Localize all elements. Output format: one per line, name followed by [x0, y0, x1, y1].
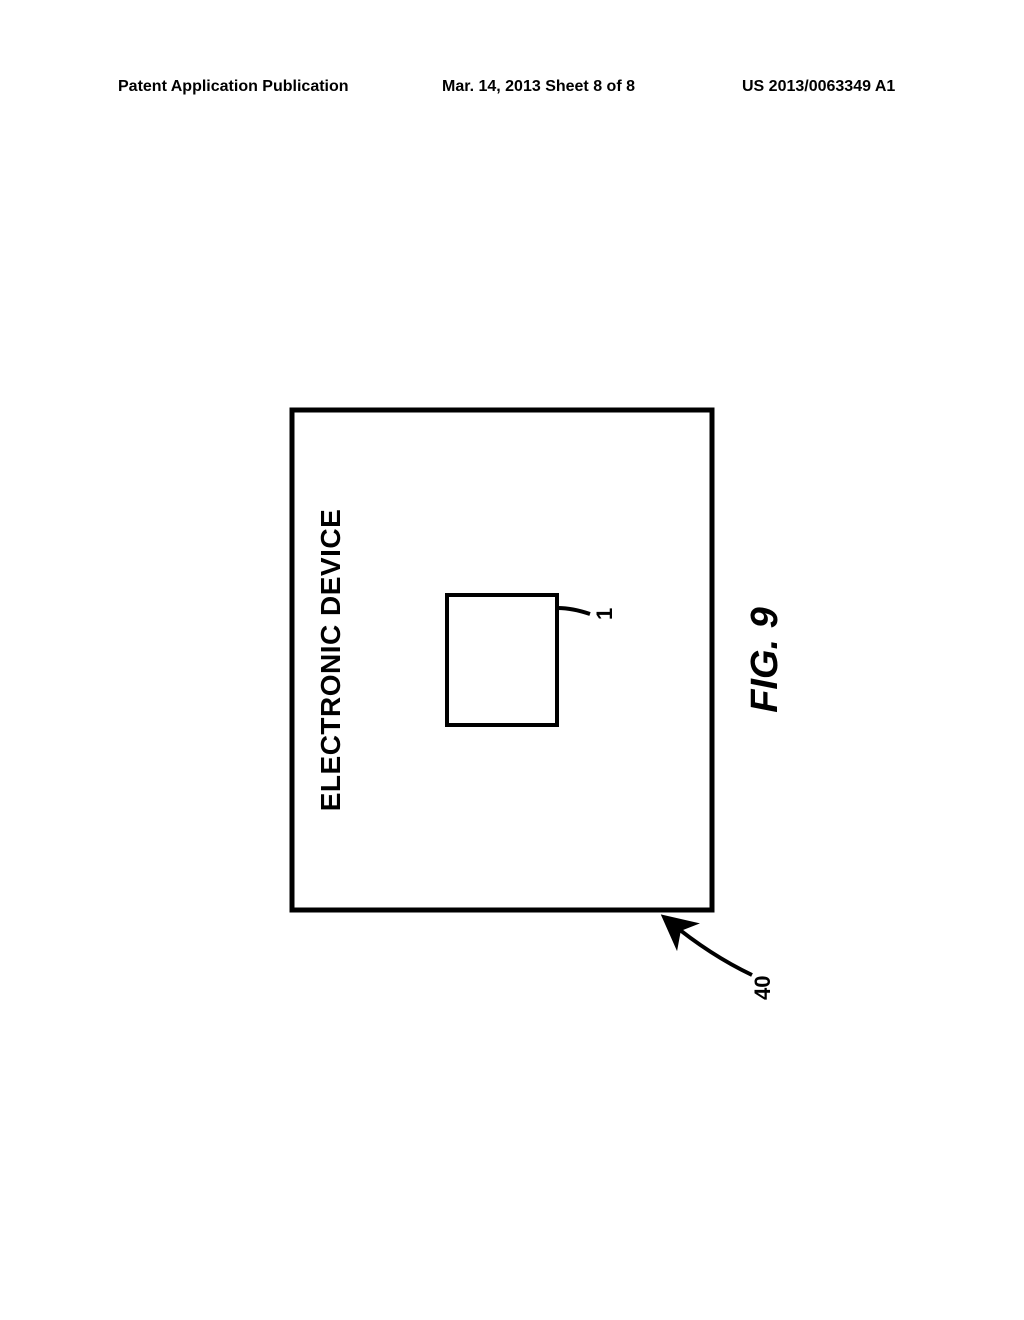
page: Patent Application Publication Mar. 14, … — [0, 0, 1024, 1320]
device-title: ELECTRONIC DEVICE — [315, 509, 346, 812]
header-center: Mar. 14, 2013 Sheet 8 of 8 — [442, 78, 635, 96]
device-box — [292, 410, 712, 910]
ref-40-leader — [670, 922, 752, 975]
header-right: US 2013/0063349 A1 — [742, 78, 895, 96]
ref-40-label: 40 — [750, 976, 775, 1000]
figure-svg: 40 ELECTRONIC DEVICE 1 FIG. 9 — [142, 290, 882, 1030]
figure-9: 40 ELECTRONIC DEVICE 1 FIG. 9 — [142, 290, 882, 1030]
figure-label: FIG. 9 — [744, 607, 786, 713]
inner-box — [447, 595, 557, 725]
ref-1-label: 1 — [592, 608, 617, 620]
header-left: Patent Application Publication — [118, 78, 349, 96]
ref-1-leader — [558, 608, 590, 614]
